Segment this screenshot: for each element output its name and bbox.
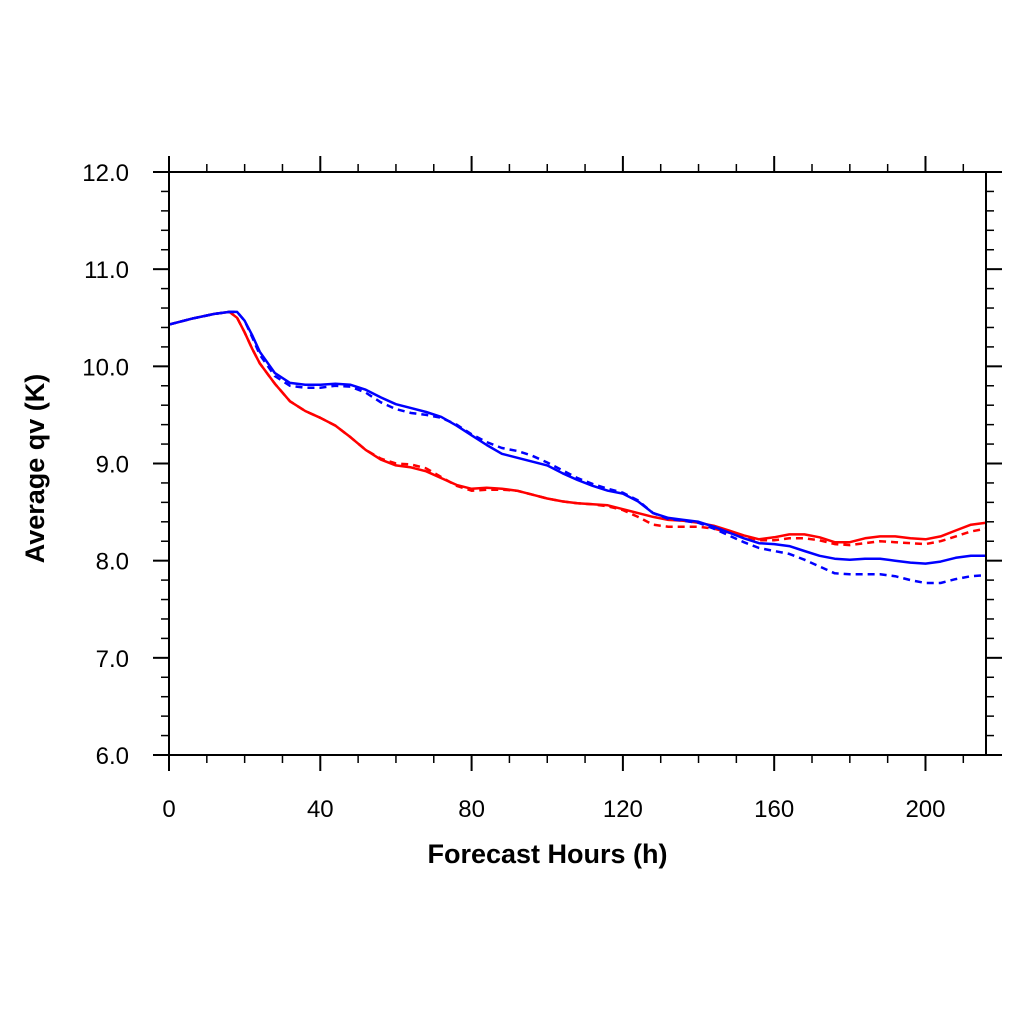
series-line-3-solid (168, 310, 986, 565)
y-axis-title: Average qv (K) (20, 374, 50, 564)
x-tick-label: 0 (162, 796, 175, 823)
y-tick-label: 8.0 (96, 549, 129, 576)
x-tick-label: 120 (603, 796, 643, 823)
y-tick-label: 11.0 (84, 257, 129, 284)
x-tick-label: 40 (307, 796, 334, 823)
major-ticks (153, 156, 1002, 771)
y-tick-label: 6.0 (96, 743, 129, 770)
y-tick-label: 7.0 (96, 646, 129, 673)
x-tick-label: 80 (458, 796, 485, 823)
x-axis-title: Forecast Hours (h) (427, 839, 667, 869)
plot-frame (168, 171, 987, 756)
x-tick-label: 160 (754, 796, 794, 823)
y-tick-label: 10.0 (82, 354, 129, 381)
series-line-2-dashed (168, 310, 987, 547)
series-line-4-dashed (168, 310, 987, 585)
x-tick-label: 200 (905, 796, 945, 823)
series-layer (168, 310, 987, 585)
y-tick-label: 12.0 (82, 160, 129, 187)
x-tick-labels: 0 40 80 120 160 200 (162, 796, 945, 823)
minor-ticks (161, 164, 994, 763)
y-tick-label: 9.0 (96, 452, 129, 479)
y-tick-labels: 6.0 7.0 8.0 9.0 10.0 11.0 12.0 (82, 160, 129, 770)
